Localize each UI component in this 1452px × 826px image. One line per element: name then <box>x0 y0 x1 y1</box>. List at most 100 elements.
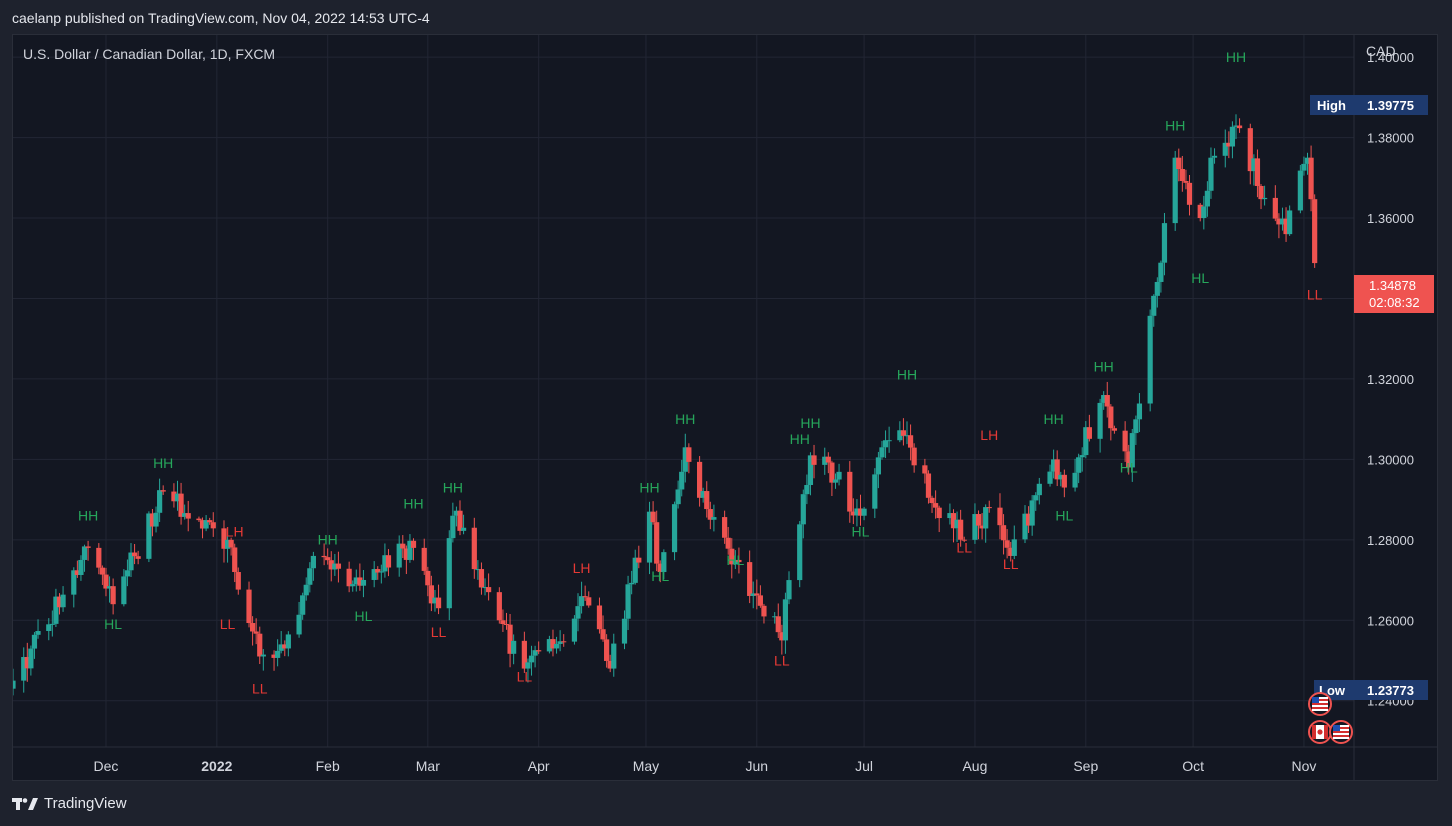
time-axis: Dec 2022 Feb Mar Apr May Jun Jul Aug Sep Oct Nov <box>94 758 1317 774</box>
candle <box>174 480 181 511</box>
candle <box>1226 131 1232 159</box>
candle-layer <box>13 114 1318 696</box>
chart-frame[interactable]: HH HL HH LH LL LL HH HL HH LL HH LL LH HH HL HH HL LL HH HH… <box>12 34 1438 781</box>
candle-body <box>224 539 231 549</box>
candle <box>249 616 256 646</box>
candle-body <box>1251 158 1257 172</box>
x-tick-label: Nov <box>1291 758 1316 774</box>
candle <box>1308 145 1314 212</box>
footer-brand[interactable]: TradingView <box>12 795 127 812</box>
swing-label: LH <box>226 524 244 540</box>
candle <box>160 485 166 495</box>
candle <box>925 470 932 504</box>
candle-body <box>435 597 442 609</box>
candle <box>146 511 152 563</box>
candle-body <box>49 623 55 625</box>
candle-body <box>729 548 735 565</box>
candle <box>1258 184 1264 210</box>
y-tick-label: 1.40000 <box>1367 50 1414 65</box>
candle <box>475 560 481 580</box>
candle <box>782 592 789 654</box>
candle-body <box>1058 474 1064 480</box>
candle <box>561 634 567 647</box>
swing-label: HH <box>1043 411 1063 427</box>
candle-body <box>1287 210 1293 235</box>
candle <box>1312 194 1318 268</box>
candle <box>1222 129 1228 168</box>
candle <box>21 647 27 693</box>
candlestick-chart[interactable]: HHHLHHLHLLLLHHHLHHLLHHLLLHHHHLHHHLLLHHHH… <box>13 35 1437 780</box>
candle-body <box>754 593 760 596</box>
candle-body <box>829 462 835 483</box>
swing-label: LL <box>220 616 236 632</box>
candle-body <box>1254 158 1261 187</box>
candle <box>922 458 928 484</box>
candle <box>1108 404 1114 441</box>
candle-body <box>786 580 792 600</box>
candle-body <box>975 514 982 526</box>
candle <box>228 537 234 556</box>
candle <box>235 567 241 595</box>
candle-body <box>1051 459 1057 472</box>
candle <box>435 584 442 615</box>
event-marker-canada[interactable] <box>1308 720 1332 744</box>
candle-body <box>675 489 681 505</box>
candle-body <box>604 639 610 661</box>
candle-body <box>857 508 864 516</box>
candle <box>1097 398 1103 453</box>
swing-label: LH <box>980 427 998 443</box>
candle <box>328 551 334 582</box>
swing-label: LL <box>1307 286 1323 302</box>
candle-body <box>407 540 413 560</box>
candle <box>307 562 313 593</box>
candle-body <box>1104 395 1110 407</box>
canada-flag-icon <box>1312 725 1328 739</box>
candle-body <box>521 640 527 669</box>
candle-body <box>732 559 738 565</box>
candle-body <box>121 576 127 605</box>
us-flag-icon <box>1312 697 1328 711</box>
candle <box>178 482 184 525</box>
candle <box>879 440 885 460</box>
candle <box>1204 181 1210 217</box>
candle <box>882 430 889 459</box>
candle-body <box>1297 170 1303 211</box>
candle <box>346 561 352 593</box>
candle-body <box>900 430 907 436</box>
candle-body <box>825 456 831 463</box>
candle <box>28 645 34 676</box>
candle-body <box>106 586 113 589</box>
candle <box>49 610 55 637</box>
candle-body <box>586 597 592 606</box>
candle-body <box>35 631 41 635</box>
event-marker-us-2[interactable] <box>1329 720 1353 744</box>
event-marker-us-1[interactable] <box>1308 692 1332 716</box>
candle-body <box>757 595 763 606</box>
candle-body <box>1204 190 1210 207</box>
candle <box>575 593 581 632</box>
candle-body <box>307 568 313 585</box>
candle <box>696 456 703 507</box>
candle-body <box>532 650 538 656</box>
swing-label: HL <box>1191 270 1209 286</box>
candle <box>886 426 892 453</box>
chart-title[interactable]: U.S. Dollar / Canadian Dollar, 1D, FXCM <box>23 46 275 62</box>
currency-label: CAD <box>1366 43 1396 59</box>
swing-label: HH <box>1165 117 1185 133</box>
candle <box>453 506 460 527</box>
candle <box>797 521 803 588</box>
candle-body <box>700 491 706 498</box>
candle <box>486 573 492 601</box>
candle <box>432 589 438 612</box>
candle-body <box>550 639 556 649</box>
candle <box>804 474 810 505</box>
candle-body <box>446 538 452 609</box>
candle-body <box>1222 142 1228 156</box>
candle <box>157 478 163 522</box>
candle-body <box>496 592 502 621</box>
candle-body <box>696 461 703 498</box>
candle <box>1154 277 1160 308</box>
candle <box>353 569 359 592</box>
candle-body <box>228 539 234 548</box>
candle <box>704 481 710 518</box>
